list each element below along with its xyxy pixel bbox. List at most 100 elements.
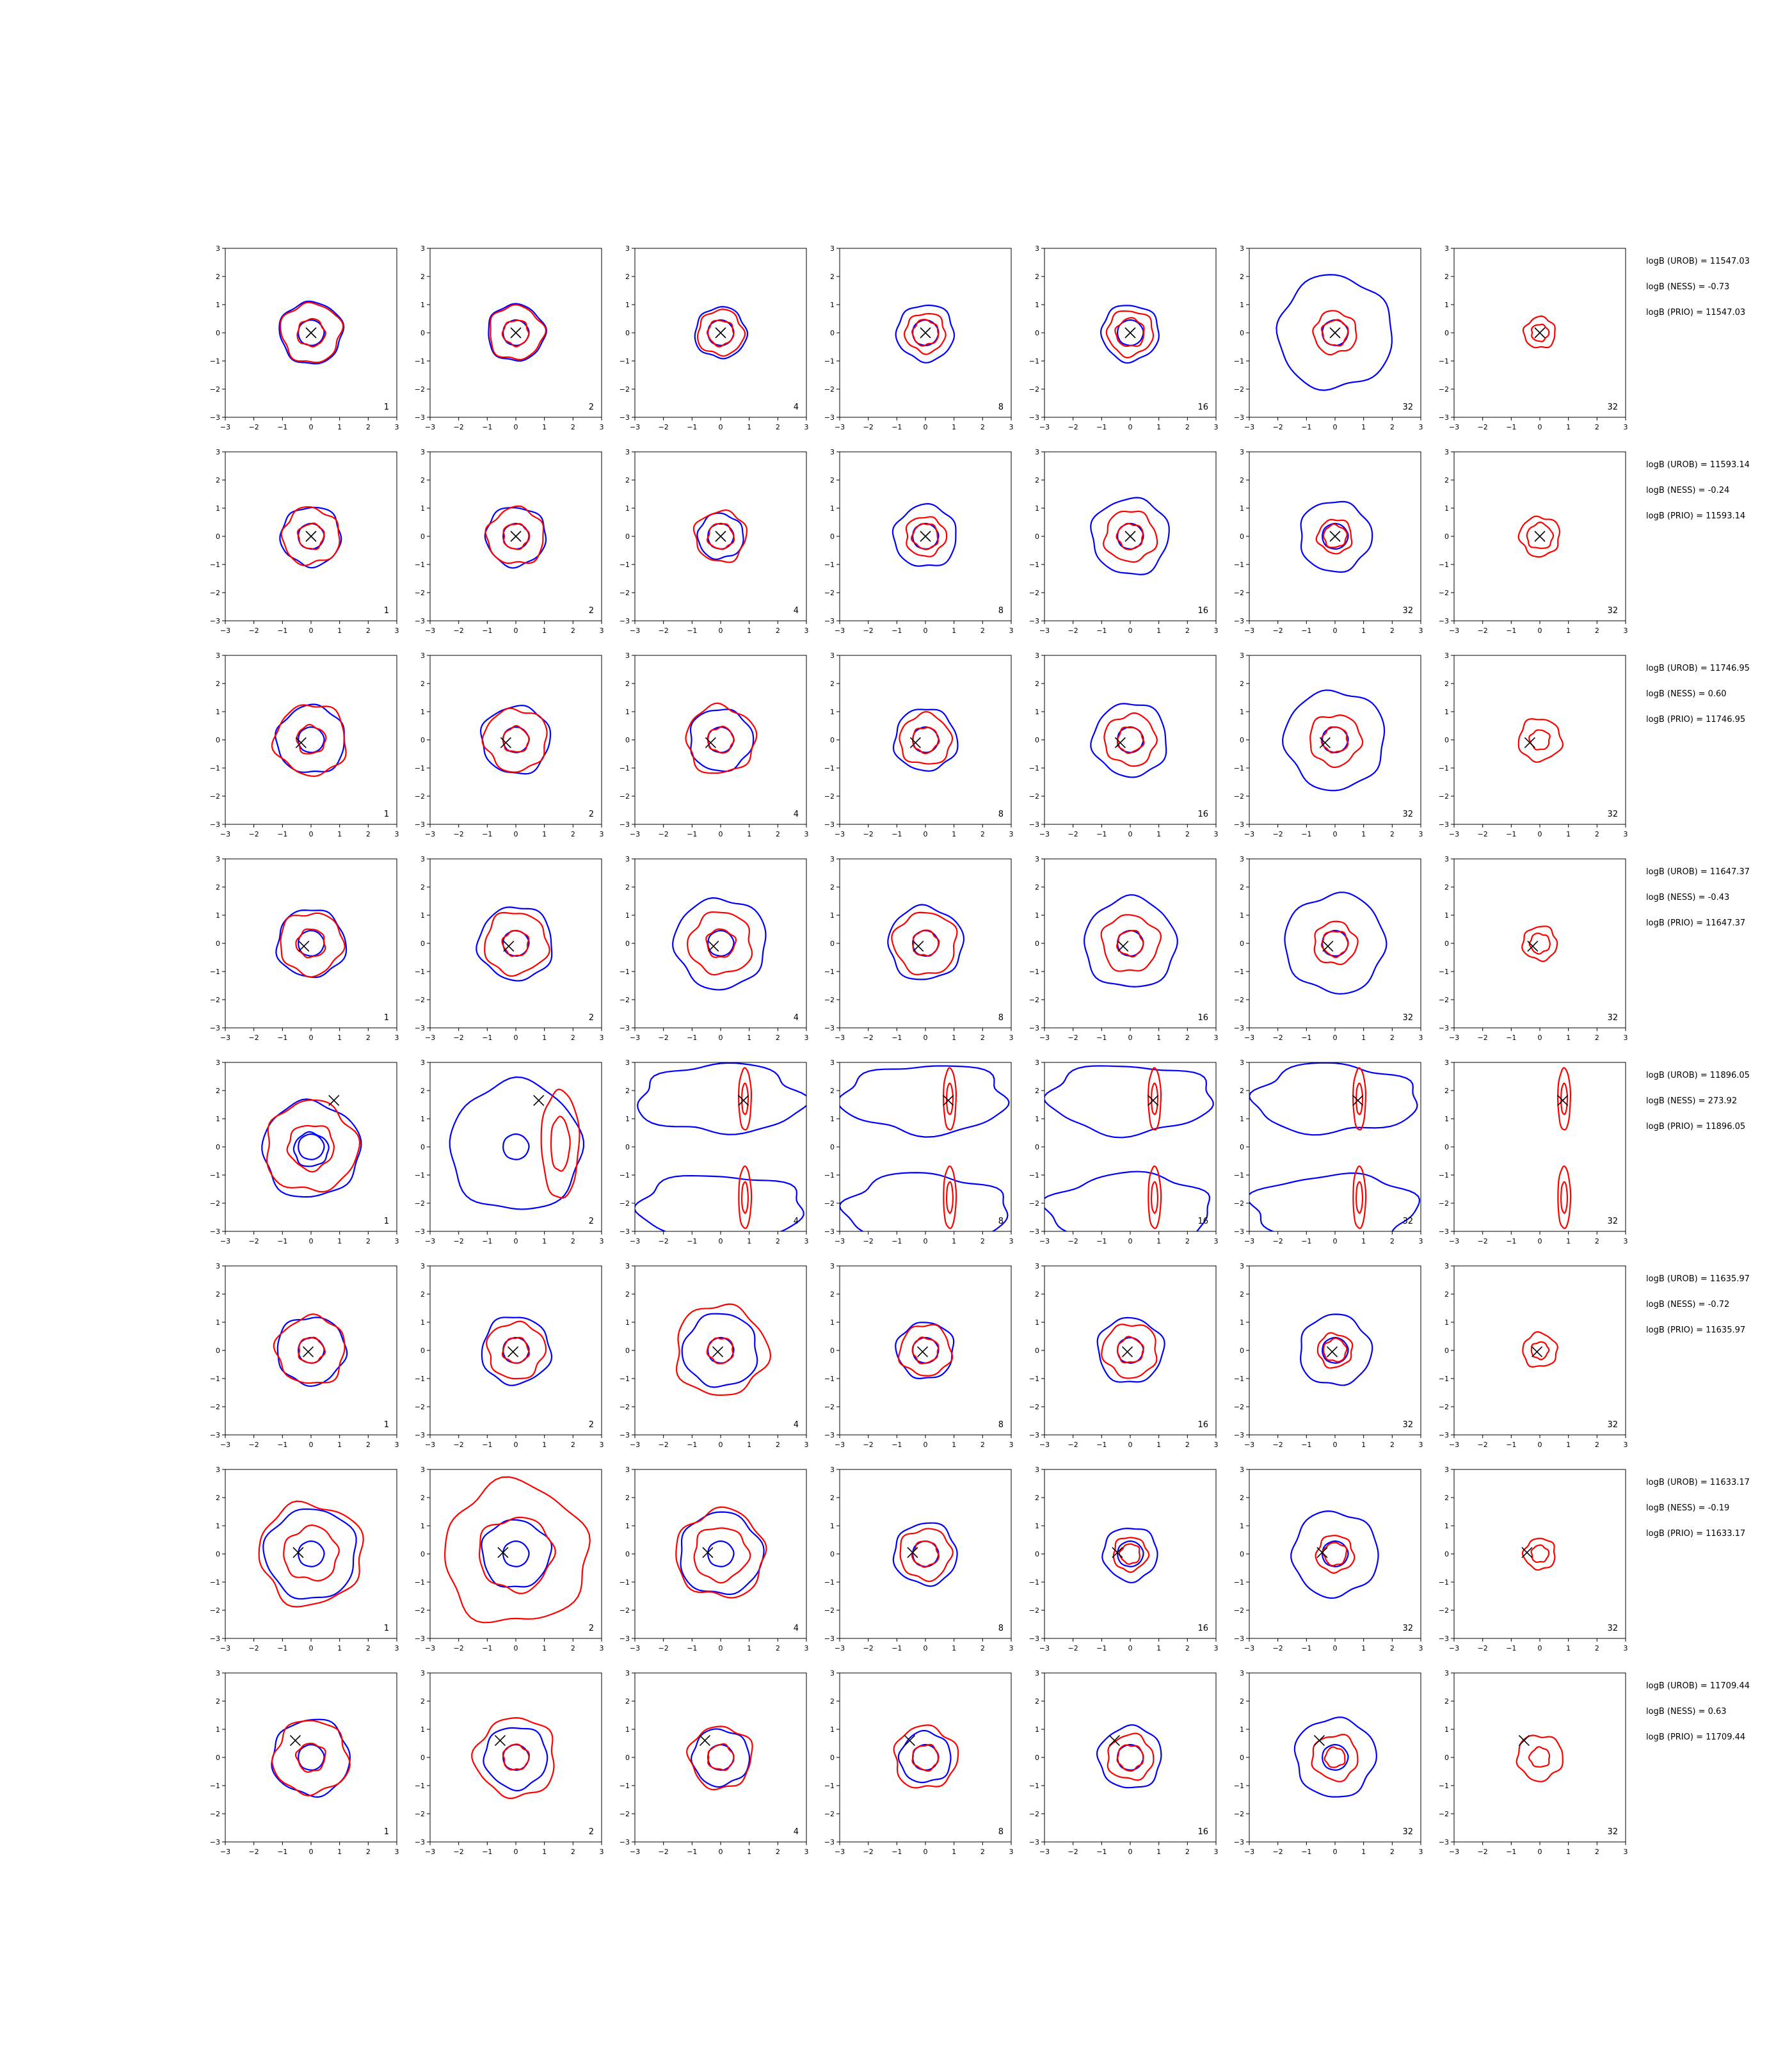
x-tick-label: 3 [1214,1644,1219,1652]
x-tick-label: −1 [482,1644,492,1652]
y-tick-label: 1 [1240,708,1244,716]
y-tick-label: −3 [1234,1635,1244,1643]
plot-area [892,1522,958,1587]
plot-area [476,906,553,982]
y-tick-label: 1 [1240,1522,1244,1530]
x-tick-label: −3 [220,1034,230,1042]
x-tick-label: −2 [1478,1441,1488,1449]
y-tick-label: 0 [1240,1347,1244,1355]
plot-area [1522,315,1556,349]
x-tick-label: −2 [454,1644,464,1652]
y-tick-label: 1 [216,911,220,920]
panel-label: 1 [384,606,389,616]
y-tick-label: 3 [830,448,835,456]
x-tick-label: −3 [835,1848,845,1856]
red-contour [943,1067,957,1131]
x-tick-label: −2 [249,1441,259,1449]
x-tick-label: 3 [804,1034,809,1042]
y-tick-label: −3 [1029,1431,1039,1439]
blue-contour [1096,1724,1162,1789]
row-annotation: logB (UROB) = 11647.37 [1646,867,1750,877]
y-tick-label: −1 [1439,1782,1449,1790]
x-tick-label: −1 [1301,1441,1311,1449]
x-tick-label: −3 [1449,1034,1459,1042]
x-tick-label: 2 [1390,1644,1395,1652]
x-tick-label: 2 [980,1237,985,1245]
red-contour [283,1524,340,1582]
y-tick-label: −2 [824,1810,835,1818]
y-tick-label: 3 [1240,1262,1244,1270]
x-tick-label: 0 [924,1644,928,1652]
y-tick-label: −1 [1234,561,1244,569]
y-tick-label: 1 [830,301,835,309]
red-contour [893,1724,959,1789]
x-tick-label: 3 [1624,423,1628,431]
panel-r3-c7: −3−3 −2 −2 −1 −1 0 0 1 1 2 2 3 3 32 [1439,652,1628,838]
y-tick-label: −2 [824,589,835,597]
x-tick-label: 1 [542,830,547,838]
y-tick-label: 1 [830,1522,835,1530]
y-tick-label: 3 [830,1262,835,1270]
red-contour [707,725,735,754]
x-tick-label: −3 [425,830,435,838]
x-tick-label: 0 [719,1034,723,1042]
panel-label: 8 [998,1420,1004,1430]
panel-r4-c3: −3−3 −2 −2 −1 −1 0 0 1 1 2 2 3 3 4 [620,855,809,1042]
y-tick-label: 2 [420,273,425,281]
x-tick-label: −1 [1096,1441,1107,1449]
panel-label: 4 [794,1013,799,1023]
x-tick-label: 1 [337,627,342,635]
y-tick-label: 2 [1240,273,1244,281]
x-tick-label: −3 [630,423,640,431]
x-marker [943,1094,954,1106]
y-tick-label: 1 [1444,1725,1449,1734]
x-tick-label: −2 [863,1237,874,1245]
x-tick-label: −3 [835,627,845,635]
x-tick-label: 0 [1333,423,1338,431]
y-tick-label: 3 [1035,1059,1039,1067]
y-tick-label: 0 [216,940,220,948]
x-tick-label: −2 [1273,830,1283,838]
x-tick-label: 2 [366,1644,371,1652]
x-tick-label: −2 [659,627,669,635]
x-tick-label: −1 [892,627,902,635]
panel-r7-c1: −3−3 −2 −2 −1 −1 0 0 1 1 2 2 3 3 1 [210,1466,399,1652]
red-contour [481,707,548,773]
red-contour [1322,523,1348,548]
y-tick-label: −3 [1234,820,1244,829]
blue-contour [892,503,957,567]
y-tick-label: −2 [620,1810,630,1818]
x-tick-label: −3 [1244,1441,1254,1449]
red-contour [501,1336,531,1364]
x-tick-label: 3 [600,627,604,635]
x-tick-label: 3 [1009,627,1014,635]
y-tick-label: 0 [830,1754,835,1762]
x-tick-label: −1 [1506,1034,1516,1042]
y-tick-label: 1 [420,911,425,920]
y-tick-label: −2 [1234,385,1244,394]
x-tick-label: −1 [1506,423,1516,431]
y-tick-label: 1 [216,504,220,513]
y-tick-label: 1 [1444,1115,1449,1123]
blue-contour [481,1519,553,1588]
axes-frame [634,1672,807,1843]
y-tick-label: 3 [216,1669,220,1677]
x-tick-label: −2 [1068,1034,1078,1042]
y-tick-label: 3 [420,855,425,863]
plot-area [1096,1316,1165,1383]
y-tick-label: 0 [1035,1550,1039,1558]
y-tick-label: 0 [830,940,835,948]
y-tick-label: 2 [216,476,220,484]
y-tick-label: −1 [1234,1171,1244,1180]
x-marker [916,1346,929,1357]
y-tick-label: −2 [1234,996,1244,1004]
x-tick-label: −1 [687,423,697,431]
y-tick-label: 1 [1240,1318,1244,1327]
panel-label: 8 [998,1013,1004,1023]
y-tick-label: −2 [1029,1606,1039,1615]
row-annotation: logB (PRIO) = 11896.05 [1646,1122,1745,1132]
y-tick-label: 0 [1035,940,1039,948]
x-tick-label: −1 [892,1034,902,1042]
blue-contour [1322,522,1349,550]
y-tick-label: −1 [1029,1782,1039,1790]
